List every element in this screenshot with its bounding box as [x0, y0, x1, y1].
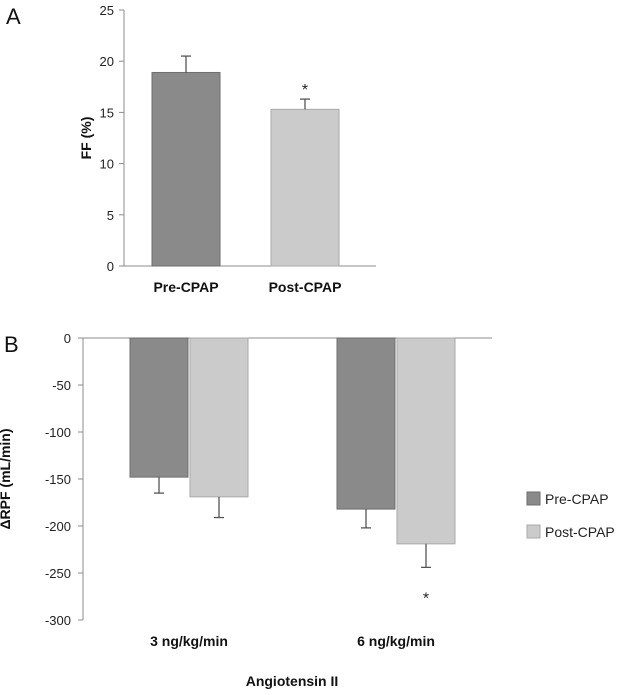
panel-b-category-label: 3 ng/kg/min: [150, 633, 228, 649]
panel-a-category-label: Post-CPAP: [269, 279, 342, 295]
legend: Pre-CPAP Post-CPAP: [526, 491, 615, 540]
panel-a-y-tick-label: 25: [100, 3, 114, 18]
panel-a-bar: [151, 71, 221, 267]
panel-a-chart: FF (%) 0 5 10 15 20 25 Pre-CPAP Post-CPAP *: [78, 3, 376, 295]
panel-b-bar: [129, 337, 189, 478]
panel-b-chart: ΔRPF (mL/min) Angiotensin II 0 -50 -100 -15…: [0, 331, 492, 689]
panel-label-b: B: [4, 332, 19, 357]
panel-b-y-tick-label: -300: [45, 613, 71, 628]
panel-b-significance-marker: *: [423, 590, 429, 607]
panel-a-y-axis-label: FF (%): [78, 117, 94, 160]
panel-b-y-tick-label: -200: [45, 519, 71, 534]
panel-a-y-tick-label: 0: [107, 259, 114, 274]
panel-b-y-tick-label: 0: [64, 331, 71, 346]
panel-b-y-tick-label: -50: [52, 378, 71, 393]
panel-b-y-axis-label: ΔRPF (mL/min): [0, 428, 13, 529]
legend-label-pre-cpap: Pre-CPAP: [545, 491, 609, 507]
panel-b-bar: [336, 337, 396, 510]
panel-a-category-label: Pre-CPAP: [153, 279, 218, 295]
panel-a-significance-marker: *: [302, 82, 308, 99]
panel-b-x-axis-label: Angiotensin II: [246, 673, 339, 689]
panel-a-y-tick-label: 20: [100, 54, 114, 69]
panel-b-bar: [396, 337, 456, 545]
panel-label-a: A: [6, 4, 21, 29]
legend-swatch-post-cpap: [526, 524, 541, 539]
panel-a-bar: [270, 108, 340, 267]
panel-b-y-tick-label: -100: [45, 425, 71, 440]
panel-b-y-tick-label: -150: [45, 472, 71, 487]
legend-label-post-cpap: Post-CPAP: [545, 524, 615, 540]
legend-swatch-pre-cpap: [526, 491, 541, 506]
panel-a-y-tick-label: 10: [100, 157, 114, 172]
panel-b-bar: [189, 337, 249, 498]
panel-b-category-label: 6 ng/kg/min: [357, 633, 435, 649]
panel-a-y-tick-label: 15: [100, 105, 114, 120]
panel-b-y-tick-label: -250: [45, 566, 71, 581]
panel-a-y-tick-label: 5: [107, 208, 114, 223]
